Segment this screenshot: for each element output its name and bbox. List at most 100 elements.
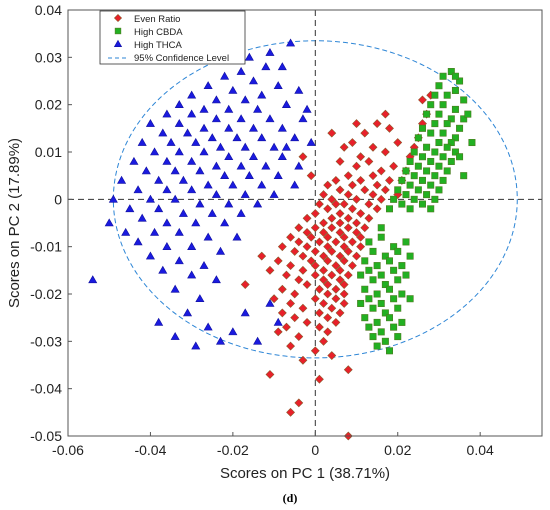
point-high-thca	[211, 95, 221, 104]
point-high-thca	[154, 317, 164, 326]
point-high-thca	[162, 185, 172, 194]
point-high-thca	[290, 133, 300, 142]
point-even-ratio	[327, 128, 337, 138]
point-high-cbda	[377, 233, 385, 241]
point-even-ratio	[298, 152, 308, 162]
point-even-ratio	[343, 270, 353, 280]
point-even-ratio	[339, 289, 349, 299]
point-even-ratio	[310, 294, 320, 304]
point-high-thca	[261, 161, 271, 170]
point-high-cbda	[361, 285, 369, 293]
point-even-ratio	[352, 218, 361, 228]
point-high-thca	[257, 133, 267, 142]
point-even-ratio	[364, 199, 374, 209]
point-high-cbda	[365, 238, 373, 246]
point-high-cbda	[365, 266, 373, 274]
point-high-cbda	[435, 186, 443, 194]
point-high-thca	[265, 114, 275, 123]
point-high-thca	[211, 114, 221, 123]
point-even-ratio	[306, 256, 316, 266]
point-high-cbda	[427, 181, 435, 189]
point-high-thca	[248, 152, 258, 161]
point-even-ratio	[347, 180, 357, 190]
point-high-thca	[306, 137, 316, 146]
point-high-thca	[211, 161, 221, 170]
point-even-ratio	[380, 109, 390, 119]
point-even-ratio	[335, 251, 345, 261]
point-even-ratio	[319, 275, 328, 285]
point-high-cbda	[431, 172, 439, 180]
point-high-cbda	[402, 271, 410, 279]
point-even-ratio	[327, 351, 337, 360]
y-tick-label: 0.03	[35, 49, 62, 65]
point-high-cbda	[423, 167, 431, 175]
point-high-thca	[145, 118, 155, 127]
point-even-ratio	[335, 265, 345, 275]
point-high-cbda	[418, 176, 426, 184]
point-even-ratio	[319, 251, 328, 261]
point-even-ratio	[343, 223, 353, 233]
point-even-ratio	[352, 119, 361, 129]
point-high-thca	[195, 199, 205, 208]
point-even-ratio	[319, 228, 328, 237]
point-even-ratio	[319, 218, 328, 228]
y-tick-label: 0	[54, 191, 62, 207]
point-high-cbda	[373, 318, 381, 326]
point-high-thca	[178, 175, 188, 184]
point-even-ratio	[385, 175, 394, 185]
point-high-cbda	[406, 205, 414, 213]
x-tick-label: -0.06	[52, 442, 84, 458]
figure-caption: (d)	[283, 491, 298, 505]
point-high-thca	[265, 298, 275, 307]
point-high-thca	[187, 242, 197, 250]
point-even-ratio	[298, 355, 308, 365]
point-even-ratio	[364, 213, 374, 223]
point-high-cbda	[427, 205, 435, 213]
point-high-thca	[273, 171, 283, 179]
point-even-ratio	[306, 171, 316, 181]
point-even-ratio	[327, 194, 337, 204]
point-high-thca	[224, 104, 234, 113]
point-high-thca	[203, 180, 213, 189]
point-even-ratio	[315, 284, 324, 294]
point-even-ratio	[310, 346, 320, 356]
point-high-cbda	[447, 68, 455, 76]
point-high-cbda	[369, 247, 377, 255]
point-high-cbda	[381, 337, 389, 345]
point-high-thca	[215, 336, 226, 345]
point-even-ratio	[339, 299, 349, 308]
point-even-ratio	[302, 242, 312, 252]
point-even-ratio	[323, 204, 333, 214]
point-even-ratio	[360, 223, 370, 233]
point-high-thca	[187, 185, 197, 194]
point-high-thca	[166, 137, 176, 146]
point-high-thca	[240, 308, 250, 317]
point-high-cbda	[418, 124, 426, 132]
point-high-cbda	[394, 186, 402, 194]
point-even-ratio	[372, 119, 382, 129]
point-high-thca	[191, 218, 201, 227]
point-high-thca	[281, 100, 291, 108]
point-high-cbda	[377, 299, 385, 307]
point-high-thca	[269, 189, 279, 198]
point-high-cbda	[369, 304, 377, 312]
legend-label-high-cbda: High CBDA	[134, 27, 183, 38]
point-high-thca	[187, 109, 197, 118]
point-high-thca	[277, 152, 287, 161]
point-high-thca	[232, 232, 242, 241]
point-high-thca	[133, 185, 143, 194]
point-high-cbda	[398, 176, 406, 184]
legend-label-even-ratio: Even Ratio	[134, 14, 180, 25]
point-high-cbda	[390, 195, 398, 203]
plot-background	[68, 10, 542, 436]
point-even-ratio	[352, 228, 361, 237]
point-high-cbda	[385, 285, 393, 293]
point-even-ratio	[339, 242, 349, 252]
point-high-thca	[125, 204, 135, 213]
point-high-thca	[174, 256, 184, 265]
point-high-cbda	[365, 295, 373, 303]
point-high-cbda	[357, 271, 365, 279]
y-tick-label: -0.04	[30, 381, 62, 397]
point-high-cbda	[431, 120, 439, 128]
point-high-thca	[162, 242, 172, 250]
